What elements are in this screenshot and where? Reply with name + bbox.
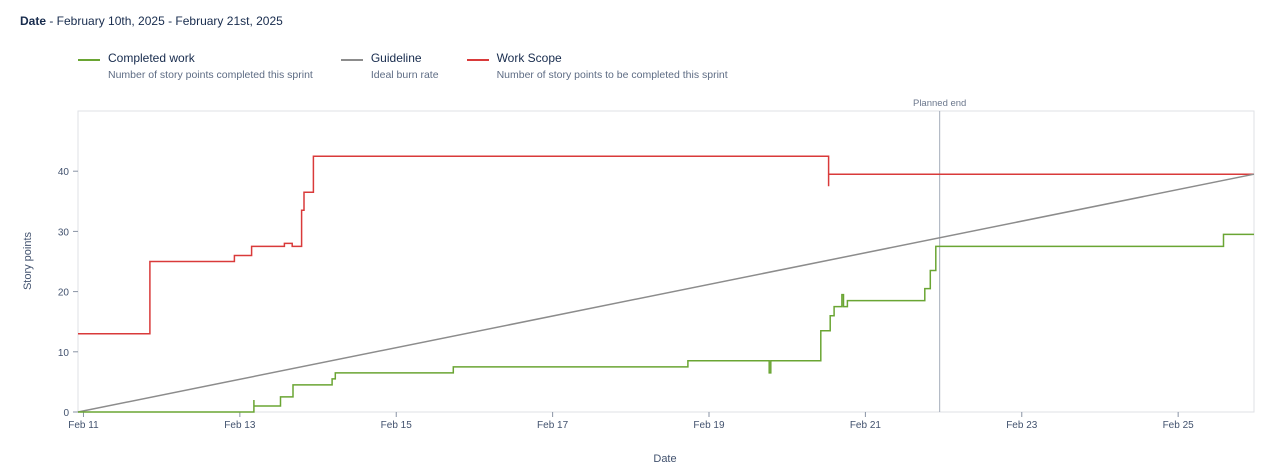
x-axis-title: Date (653, 453, 676, 465)
legend-swatch-completed-work (78, 59, 100, 61)
x-tick-label: Feb 25 (1163, 420, 1195, 431)
x-tick-label: Feb 17 (537, 420, 569, 431)
legend-item-completed-work[interactable]: Completed work Number of story points co… (78, 50, 313, 82)
series-line-completed-work (78, 233, 1254, 413)
x-tick-label: Feb 21 (850, 420, 882, 431)
date-range: Date - February 10th, 2025 - February 21… (20, 14, 283, 28)
y-tick-label: 20 (58, 288, 70, 299)
x-tick-label: Feb 13 (224, 420, 256, 431)
planned-end-label: Planned end (913, 98, 966, 109)
legend-description: Number of story points to be completed t… (496, 69, 728, 81)
date-range-value: - February 10th, 2025 - February 21st, 2… (46, 14, 283, 28)
y-tick-label: 30 (58, 227, 70, 238)
legend-name: Work Scope (496, 51, 562, 65)
legend-name: Completed work (108, 51, 195, 65)
legend-item-guideline[interactable]: Guideline Ideal burn rate (340, 50, 439, 82)
legend-swatch-guideline (340, 59, 363, 61)
date-label: Date (20, 14, 47, 28)
legend-description: Ideal burn rate (370, 69, 439, 81)
plot-frame (77, 110, 1255, 413)
x-tick-label: Feb 19 (693, 420, 725, 431)
chart-legend: Completed work Number of story points co… (78, 50, 756, 82)
legend-swatch-work-scope (466, 59, 489, 61)
x-tick-label: Feb 11 (68, 420, 99, 431)
x-tick-label: Feb 23 (1006, 420, 1038, 431)
legend-name: Guideline (370, 51, 422, 65)
y-tick-label: 0 (63, 408, 69, 419)
series-line-guideline (77, 173, 1255, 413)
legend-item-work-scope[interactable]: Work Scope Number of story points to be … (466, 50, 728, 82)
x-tick-label: Feb 15 (381, 420, 413, 431)
series-line-work-scope (78, 155, 1254, 335)
y-tick-label: 10 (58, 348, 70, 359)
y-axis-title: Story points (22, 231, 34, 290)
legend-description: Number of story points completed this sp… (108, 69, 313, 81)
y-tick-label: 40 (58, 167, 70, 178)
